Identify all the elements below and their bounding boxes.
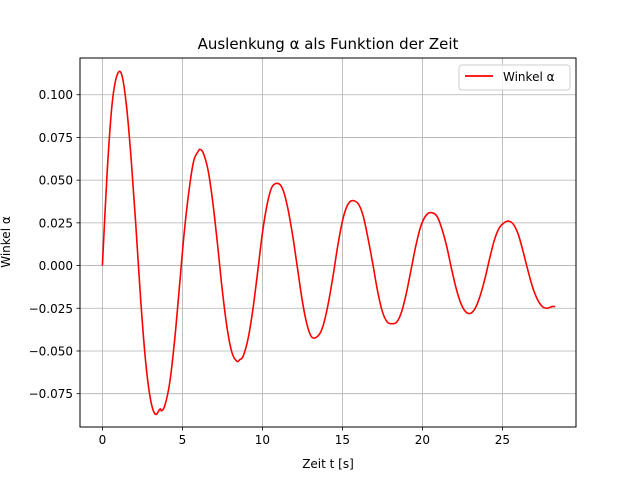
y-tick-label: 0.100 — [39, 88, 73, 102]
y-tick-label: 0.025 — [39, 216, 73, 230]
series-layer — [101, 70, 556, 416]
x-tick-label: 5 — [179, 433, 187, 447]
y-tick-label: 0.000 — [39, 259, 73, 273]
grid — [80, 58, 576, 427]
x-axis-label: Zeit t [s] — [302, 457, 354, 471]
chart-title: Auslenkung α als Funktion der Zeit — [198, 35, 459, 53]
ticks: 0 5 10 15 20 25 −0.075 −0.050 −0.025 0.000 0.025 0.… — [29, 88, 510, 447]
legend-label: Winkel α — [503, 70, 555, 84]
x-tick-label: 10 — [255, 433, 270, 447]
plot-frame — [79, 57, 577, 428]
y-tick-label: −0.025 — [29, 302, 73, 316]
x-tick-label: 20 — [415, 433, 430, 447]
series-line — [101, 70, 556, 416]
y-tick-label: 0.050 — [39, 174, 73, 188]
y-axis-label: Winkel α — [0, 216, 13, 268]
legend-box — [458, 64, 571, 91]
y-tick-label: 0.075 — [39, 131, 73, 145]
y-tick-label: −0.050 — [29, 344, 73, 358]
x-tick-label: 0 — [99, 433, 107, 447]
x-tick-label: 15 — [335, 433, 350, 447]
y-tick-label: −0.075 — [29, 387, 73, 401]
x-tick-label: 25 — [495, 433, 510, 447]
legend: Winkel α — [458, 64, 571, 91]
